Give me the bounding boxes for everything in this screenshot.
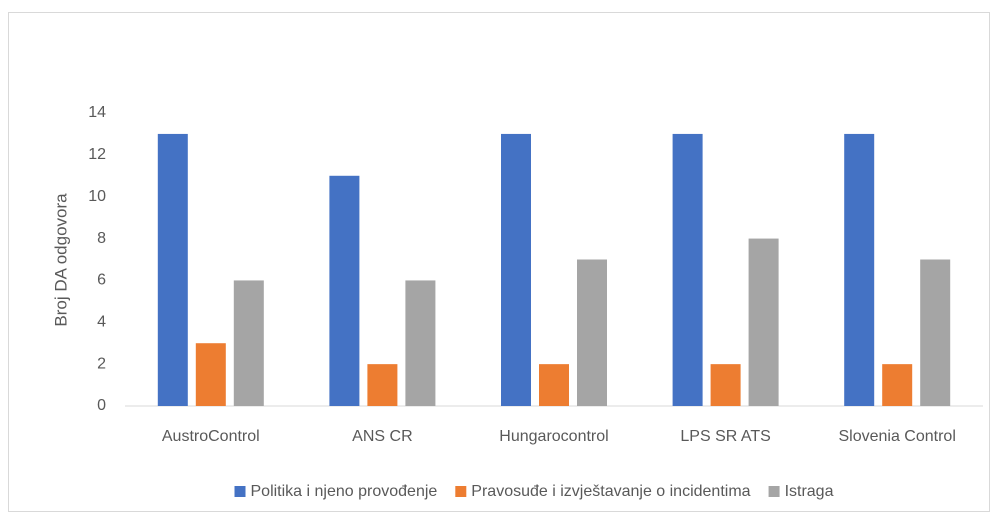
- y-tick-label: 2: [97, 355, 106, 372]
- y-axis-label: Broj DA odgovora: [51, 193, 70, 327]
- bar: [157, 133, 188, 406]
- x-tick-label: Hungarocontrol: [499, 428, 608, 445]
- legend-label: Istraga: [785, 483, 834, 500]
- bar: [672, 133, 703, 406]
- bar: [539, 364, 569, 406]
- y-tick-label: 10: [88, 188, 106, 205]
- legend-label: Politika i njeno provođenje: [251, 483, 438, 500]
- x-tick-label: LPS SR ATS: [680, 428, 770, 445]
- bar: [501, 133, 531, 406]
- y-tick-label: 0: [97, 397, 106, 414]
- x-tick-label: Slovenia Control: [838, 428, 955, 445]
- bar: [882, 364, 913, 406]
- legend-swatch: [768, 486, 780, 497]
- x-tick-label: AustroControl: [162, 428, 260, 445]
- bar: [577, 259, 607, 406]
- bar: [920, 259, 951, 406]
- bar: [405, 280, 436, 406]
- bar: [367, 364, 398, 406]
- bar: [844, 133, 875, 406]
- y-tick-label: 12: [88, 146, 106, 163]
- y-tick-label: 4: [97, 314, 106, 331]
- bar: [329, 175, 360, 406]
- bar: [233, 280, 264, 406]
- y-tick-label: 6: [97, 272, 106, 289]
- legend-swatch: [234, 486, 246, 497]
- bar: [195, 343, 226, 406]
- bar: [748, 238, 779, 406]
- legend-label: Pravosuđe i izvještavanje o incidentima: [471, 483, 750, 500]
- legend-swatch: [455, 486, 467, 497]
- x-tick-label: ANS CR: [352, 428, 412, 445]
- bar: [710, 364, 741, 406]
- y-tick-label: 14: [88, 104, 106, 121]
- y-tick-label: 8: [97, 230, 106, 247]
